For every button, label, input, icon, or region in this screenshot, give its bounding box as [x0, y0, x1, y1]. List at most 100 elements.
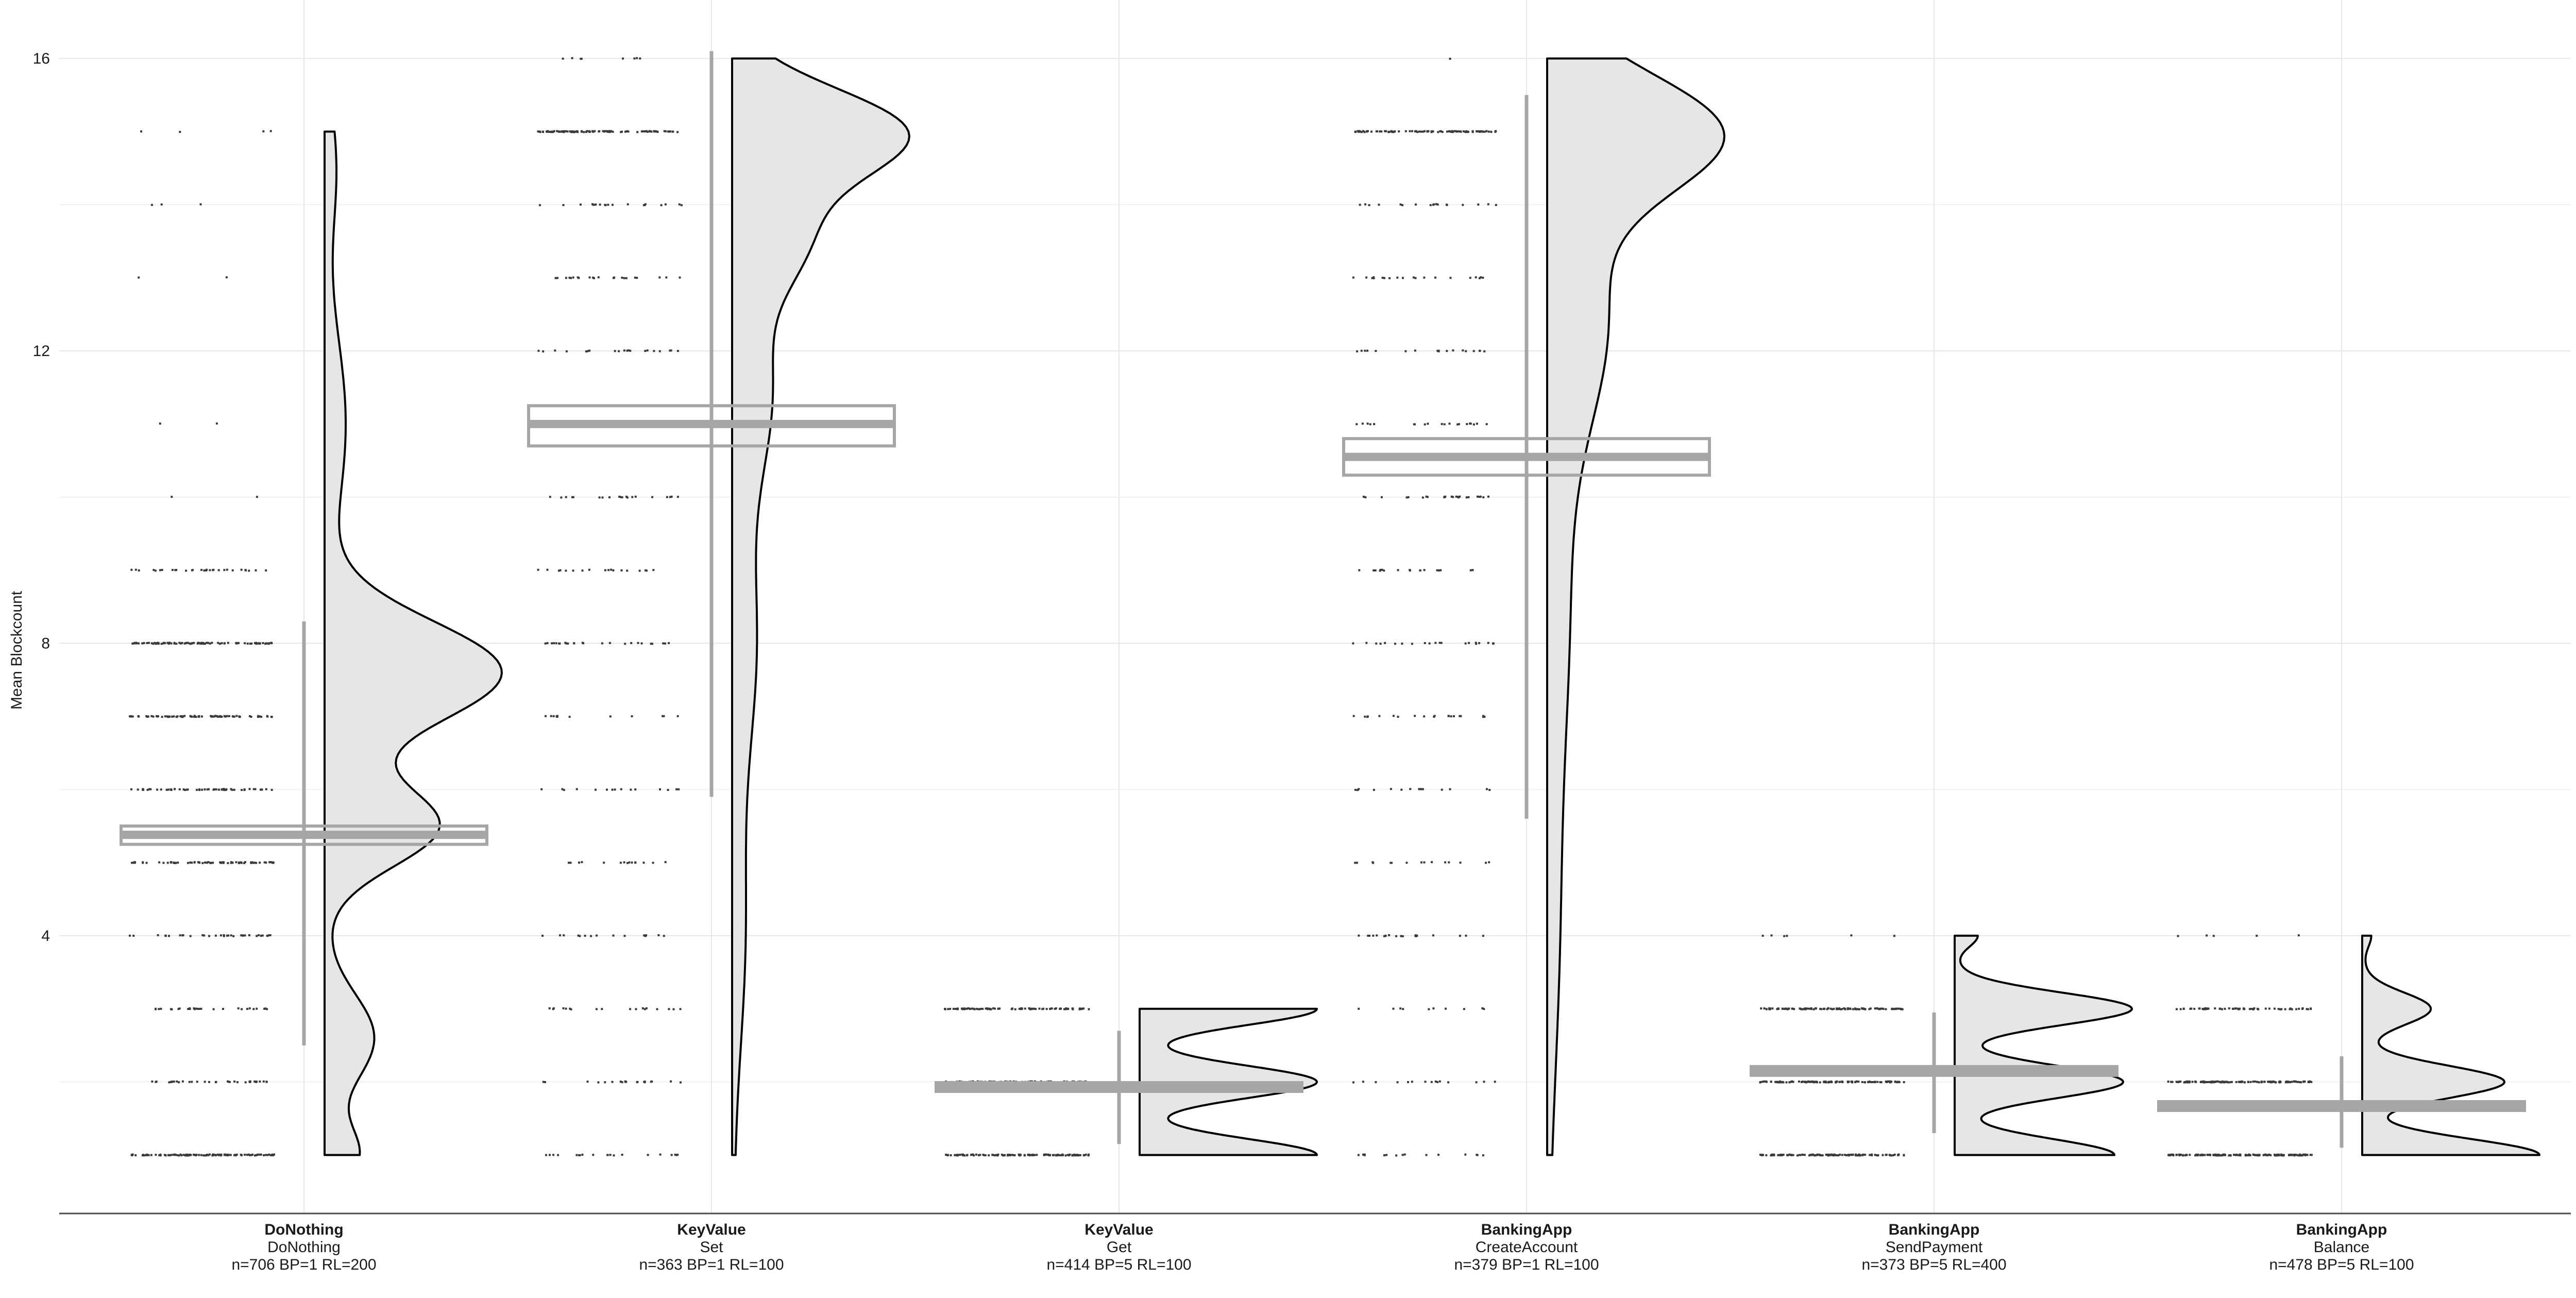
data-point	[1033, 1154, 1036, 1156]
data-point	[256, 1007, 258, 1010]
data-point	[1815, 1081, 1818, 1084]
data-point	[232, 935, 235, 937]
data-point	[248, 715, 251, 717]
data-point	[576, 130, 579, 132]
data-point	[244, 1153, 246, 1156]
data-point	[1841, 1008, 1843, 1010]
data-point	[2219, 1154, 2222, 1156]
data-point	[2204, 1154, 2206, 1156]
data-point	[1060, 1007, 1062, 1010]
data-point	[2207, 1007, 2210, 1010]
data-point	[556, 130, 558, 132]
data-point	[645, 569, 647, 571]
data-point	[621, 276, 623, 279]
data-point	[662, 715, 664, 717]
data-point	[222, 862, 225, 864]
data-point	[1360, 349, 1363, 352]
data-point	[231, 715, 234, 718]
data-point	[1485, 423, 1488, 426]
data-point	[1045, 1008, 1048, 1010]
data-point	[1810, 1008, 1813, 1010]
data-point	[1765, 1154, 1768, 1156]
data-point	[1393, 715, 1395, 717]
data-point	[581, 861, 583, 864]
data-point	[1420, 788, 1422, 790]
data-point	[598, 130, 601, 132]
data-point	[2279, 1081, 2282, 1083]
data-point	[1438, 569, 1440, 572]
data-point	[1890, 1154, 1892, 1157]
data-point	[1018, 1153, 1020, 1156]
data-point	[134, 1154, 137, 1156]
data-point	[642, 130, 645, 132]
data-point	[1363, 1154, 1366, 1156]
data-point	[2216, 1080, 2219, 1083]
data-point	[225, 276, 228, 279]
data-point	[1464, 1153, 1467, 1156]
data-point	[166, 642, 169, 644]
data-point	[2237, 1154, 2240, 1156]
data-point	[1786, 1154, 1788, 1156]
data-point	[971, 1153, 974, 1156]
data-point	[990, 1008, 992, 1010]
data-point	[1014, 1008, 1016, 1010]
data-point	[650, 643, 652, 645]
data-point	[2260, 1081, 2263, 1084]
x-label-operation: Get	[1107, 1239, 1132, 1256]
data-point	[1378, 204, 1380, 206]
data-point	[2254, 1154, 2257, 1156]
data-point	[1409, 569, 1411, 571]
data-point	[1427, 130, 1430, 132]
data-point	[1385, 1154, 1388, 1156]
data-point	[1438, 642, 1441, 644]
data-point	[566, 130, 569, 133]
data-point	[1464, 131, 1467, 133]
data-point	[562, 57, 564, 60]
data-point	[1429, 204, 1432, 207]
data-point	[1780, 1153, 1782, 1156]
data-point	[250, 642, 253, 645]
data-point	[1871, 1154, 1873, 1157]
data-point	[221, 715, 223, 718]
data-point	[979, 1154, 981, 1156]
data-point	[2239, 1007, 2241, 1010]
data-point	[1807, 1081, 1810, 1083]
data-point	[1482, 496, 1485, 499]
data-point	[1841, 1080, 1843, 1083]
data-point	[141, 642, 144, 645]
data-point	[1396, 1081, 1399, 1084]
data-point	[1419, 569, 1421, 571]
data-point	[1900, 1007, 1903, 1010]
data-point	[1088, 1153, 1090, 1156]
data-point	[142, 862, 144, 864]
data-point	[631, 496, 634, 498]
data-point	[171, 569, 174, 571]
data-point	[2298, 1154, 2300, 1157]
data-point	[1480, 130, 1482, 132]
data-point	[987, 1008, 989, 1010]
data-point	[625, 277, 628, 279]
data-point	[1783, 935, 1786, 937]
data-point	[592, 204, 595, 206]
data-point	[1479, 495, 1482, 498]
data-point	[160, 643, 163, 645]
data-point	[261, 788, 263, 791]
data-point	[1770, 934, 1773, 937]
data-point	[1791, 1007, 1793, 1010]
data-point	[1440, 642, 1443, 644]
data-point	[2256, 1081, 2259, 1083]
data-point	[626, 203, 629, 206]
data-point	[2206, 934, 2208, 937]
data-point	[149, 788, 152, 790]
data-point	[1407, 1081, 1409, 1083]
data-point	[1804, 1081, 1807, 1083]
data-point	[2224, 1007, 2226, 1010]
data-point	[1787, 1007, 1790, 1010]
data-point	[2284, 1008, 2286, 1010]
data-point	[196, 1081, 198, 1083]
data-point	[680, 1081, 682, 1084]
data-point	[2211, 1080, 2213, 1083]
data-point	[2306, 1154, 2309, 1156]
data-point	[1472, 423, 1475, 426]
data-point	[1363, 131, 1366, 133]
